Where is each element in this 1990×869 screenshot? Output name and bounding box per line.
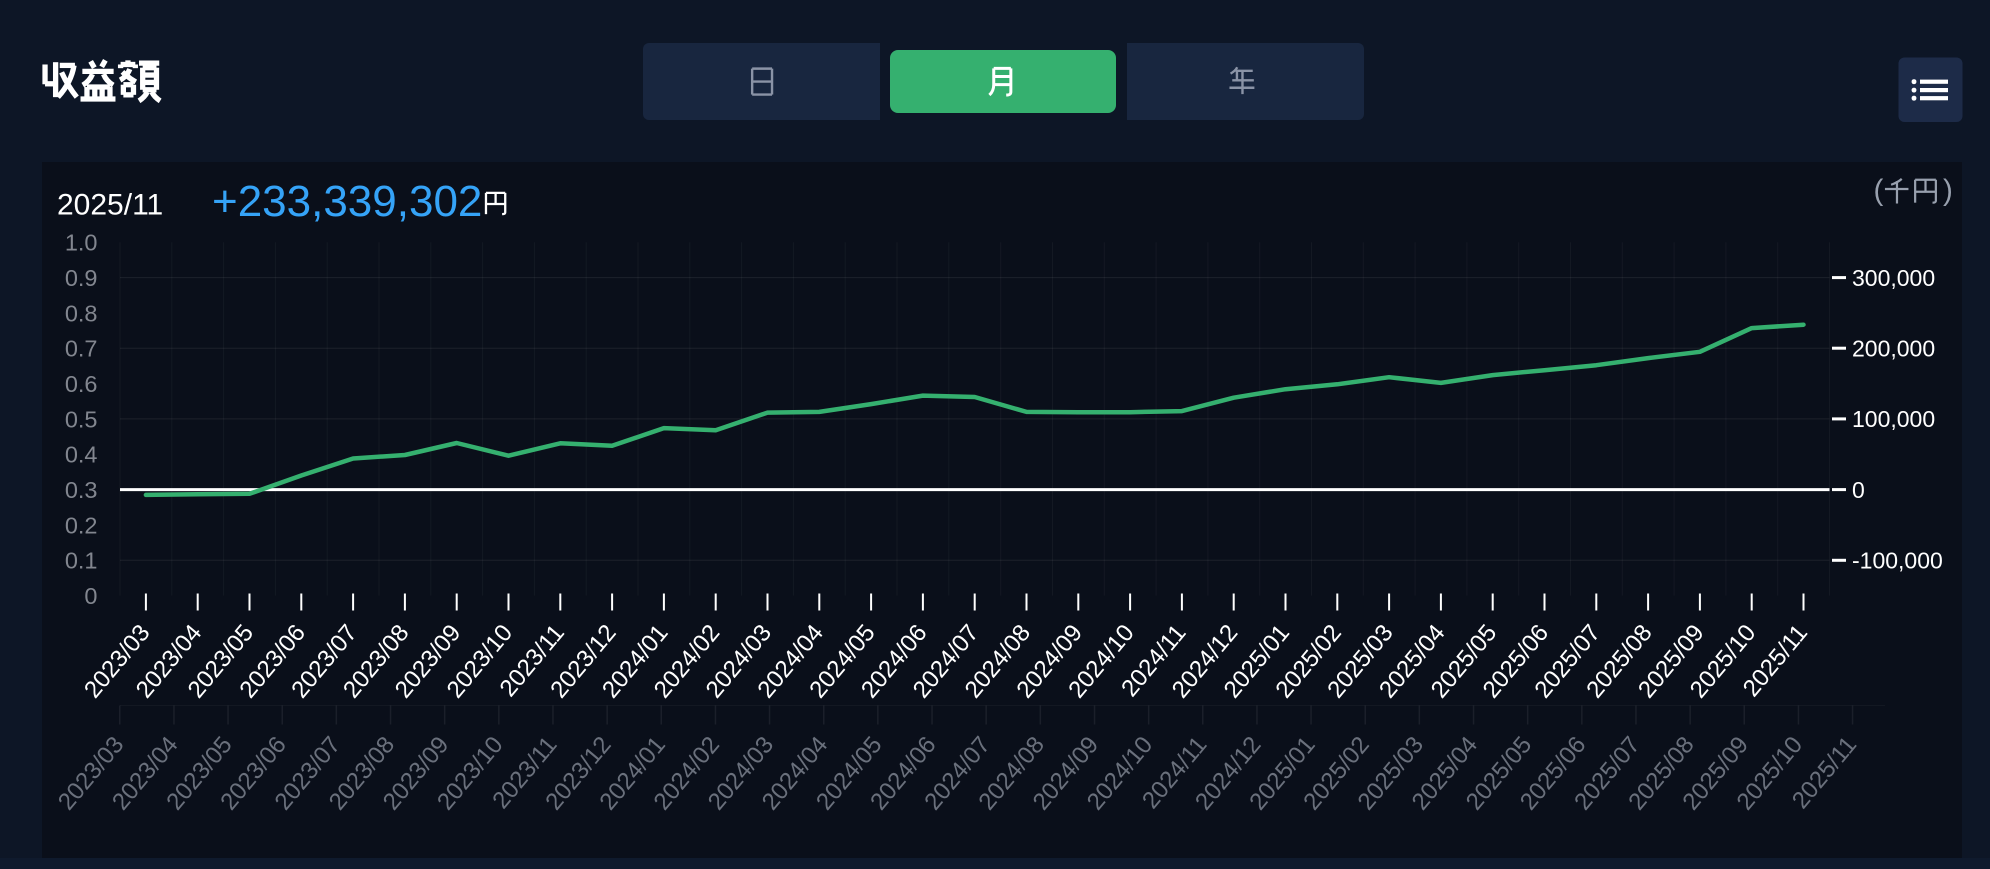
svg-text:0.6: 0.6 (65, 371, 98, 397)
svg-text:(: ( (1874, 174, 1884, 207)
svg-text:-100,000: -100,000 (1852, 548, 1943, 574)
svg-text:100,000: 100,000 (1852, 406, 1935, 432)
svg-text:+233,339,302: +233,339,302 (212, 177, 482, 226)
svg-text:1.0: 1.0 (65, 230, 98, 256)
svg-text:0.2: 0.2 (65, 512, 98, 538)
svg-text:0.8: 0.8 (65, 300, 98, 326)
svg-text:0.5: 0.5 (65, 406, 98, 432)
svg-text:0.1: 0.1 (65, 548, 98, 574)
svg-text:2025/11: 2025/11 (57, 189, 163, 222)
svg-text:): ) (1943, 174, 1953, 207)
svg-text:0.9: 0.9 (65, 265, 98, 291)
svg-text:0: 0 (84, 583, 97, 609)
svg-text:200,000: 200,000 (1852, 335, 1935, 361)
svg-text:0: 0 (1852, 477, 1865, 503)
svg-text:300,000: 300,000 (1852, 265, 1935, 291)
svg-text:0.7: 0.7 (65, 336, 98, 362)
svg-text:0.3: 0.3 (65, 477, 98, 503)
svg-text:0.4: 0.4 (65, 442, 98, 468)
